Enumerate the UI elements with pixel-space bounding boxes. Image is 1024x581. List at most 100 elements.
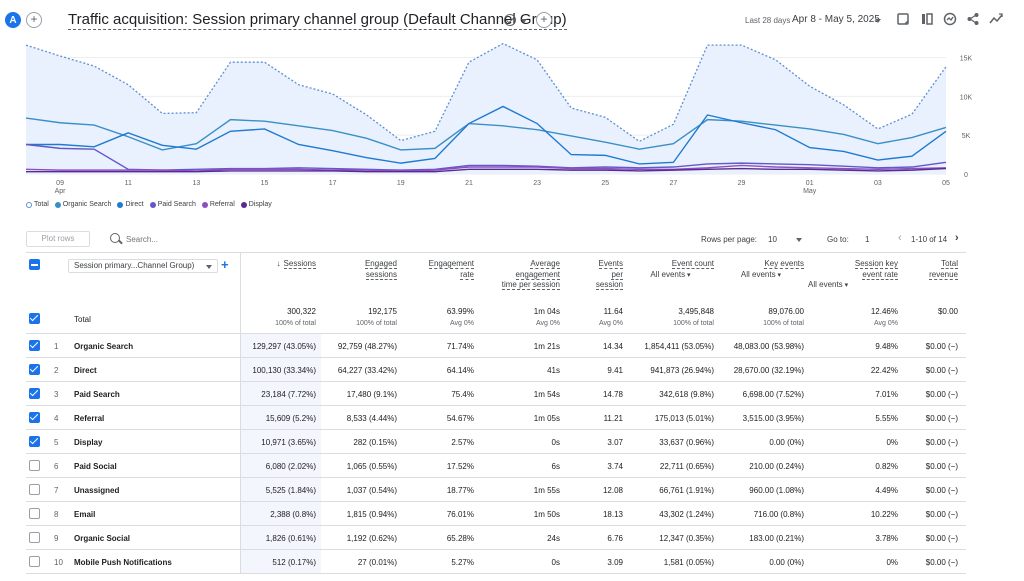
table-cell: 0.00 (0%): [769, 438, 804, 447]
total-value: 63.99%: [446, 307, 474, 316]
row-checkbox[interactable]: [29, 412, 40, 423]
table-row[interactable]: 7 Unassigned 5,525 (1.84%) 1,037 (0.54%) 18.…: [26, 478, 966, 502]
legend-item[interactable]: Display: [240, 201, 272, 208]
channel-name[interactable]: Email: [74, 510, 96, 519]
table-cell: 76.01%: [446, 510, 474, 519]
search-input[interactable]: [126, 232, 246, 246]
avatar[interactable]: A: [5, 12, 21, 28]
table-row[interactable]: 2 Direct 100,130 (33.34%) 64,227 (33.42%) 64…: [26, 358, 966, 382]
page-title[interactable]: Traffic acquisition: Session primary cha…: [68, 11, 567, 30]
rows-per-page-select[interactable]: 10: [768, 235, 777, 244]
check-circle-icon[interactable]: [504, 14, 516, 26]
table-row[interactable]: 5 Display 10,971 (3.65%) 282 (0.15%) 2.57% 0s…: [26, 430, 966, 454]
row-checkbox[interactable]: [29, 436, 40, 447]
add-icon[interactable]: +: [26, 12, 42, 28]
compare-columns-icon[interactable]: [920, 12, 934, 26]
add-dimension-icon[interactable]: +: [221, 257, 229, 272]
column-header[interactable]: Engagement rate: [401, 259, 474, 280]
legend-item[interactable]: Total: [26, 201, 49, 208]
column-header-label: per: [611, 269, 623, 280]
chevron-down-icon[interactable]: [521, 19, 527, 23]
table-row[interactable]: 1 Organic Search 129,297 (43.05%) 92,759 (4…: [26, 334, 966, 358]
channel-name[interactable]: Unassigned: [74, 486, 120, 495]
column-header[interactable]: Event count All events ▾: [627, 259, 714, 281]
add-comparison-icon[interactable]: +: [536, 12, 552, 28]
table-cell: 0s: [551, 438, 560, 447]
table-row[interactable]: 3 Paid Search 23,184 (7.72%) 17,480 (9.1%) 7…: [26, 382, 966, 406]
row-checkbox[interactable]: [29, 460, 40, 471]
legend-dot-icon: [26, 201, 32, 208]
channel-name[interactable]: Paid Search: [74, 390, 120, 399]
legend-item[interactable]: Paid Search: [149, 201, 196, 208]
share-icon[interactable]: [966, 12, 980, 26]
select-all-checkbox[interactable]: [29, 259, 40, 270]
date-range-picker[interactable]: Apr 8 - May 5, 2025: [792, 14, 880, 25]
channel-name[interactable]: Organic Social: [74, 534, 131, 543]
channel-name[interactable]: Direct: [74, 366, 97, 375]
row-checkbox[interactable]: [29, 532, 40, 543]
prev-page-icon[interactable]: ‹: [898, 232, 902, 244]
metric-filter-dropdown[interactable]: All events: [650, 269, 686, 279]
column-header[interactable]: ↓ Sessions: [241, 259, 316, 270]
chevron-down-icon[interactable]: ▾: [775, 271, 782, 279]
column-header[interactable]: Total revenue: [902, 259, 958, 280]
y-tick-label: 10K: [960, 94, 973, 101]
sorted-column-shade: [240, 550, 321, 573]
row-number: 1: [54, 342, 59, 351]
legend-item[interactable]: Referral: [201, 201, 235, 208]
total-value: 11.64: [603, 307, 623, 316]
insights-icon[interactable]: [943, 12, 957, 26]
channel-name[interactable]: Display: [74, 438, 103, 447]
channel-name[interactable]: Paid Social: [74, 462, 117, 471]
column-header-label: Sessions: [283, 259, 316, 269]
row-checkbox[interactable]: [29, 508, 40, 519]
table-row[interactable]: 6 Paid Social 6,080 (2.02%) 1,065 (0.55%) 17…: [26, 454, 966, 478]
column-header[interactable]: Session key event rate All events ▾: [808, 259, 898, 292]
table-row[interactable]: 9 Organic Social 1,826 (0.61%) 1,192 (0.62%…: [26, 526, 966, 550]
table-row[interactable]: 4 Referral 15,609 (5.2%) 8,533 (4.44%) 54.67…: [26, 406, 966, 430]
table-cell: 960.00 (1.08%): [749, 486, 804, 495]
total-subtext: 100% of total: [763, 320, 804, 327]
table-cell: 129,297 (43.05%): [252, 342, 316, 351]
rows-per-page-chevron-icon[interactable]: [796, 238, 802, 242]
trend-icon[interactable]: [989, 12, 1003, 26]
row-checkbox[interactable]: [29, 340, 40, 351]
next-page-icon[interactable]: ›: [955, 232, 959, 244]
metric-filter-dropdown[interactable]: All events: [740, 269, 776, 279]
chevron-down-icon[interactable]: ▾: [685, 271, 691, 279]
chevron-down-icon[interactable]: ▾: [842, 282, 849, 289]
metric-filter-dropdown[interactable]: All events: [808, 280, 843, 289]
dimension-select[interactable]: Session primary...Channel Group): [68, 259, 218, 273]
report-icon[interactable]: [896, 12, 910, 26]
table-row[interactable]: 10 Mobile Push Notifications 512 (0.17%) 27…: [26, 550, 966, 574]
goto-input[interactable]: 1: [865, 235, 870, 244]
column-header[interactable]: Key events All events ▾: [718, 259, 804, 281]
table-cell: 12,347 (0.35%): [659, 534, 714, 543]
channel-name[interactable]: Organic Search: [74, 342, 134, 351]
total-checkbox[interactable]: [29, 313, 40, 324]
row-number: 5: [54, 438, 59, 447]
row-checkbox[interactable]: [29, 556, 40, 567]
row-checkbox[interactable]: [29, 364, 40, 375]
legend-item[interactable]: Organic Search: [54, 201, 111, 208]
column-header[interactable]: Engaged sessions: [321, 259, 397, 280]
table-cell: 1,854,411 (53.05%): [644, 342, 714, 351]
dimension-chevron-icon[interactable]: [206, 265, 212, 269]
y-tick-label: 15K: [960, 56, 973, 63]
legend-item[interactable]: Direct: [117, 201, 144, 208]
channel-name[interactable]: Mobile Push Notifications: [74, 558, 172, 567]
plot-rows-button[interactable]: Plot rows: [26, 231, 90, 247]
table-cell: 64,227 (33.42%): [337, 366, 397, 375]
row-checkbox[interactable]: [29, 388, 40, 399]
sort-arrow-icon[interactable]: ↓: [276, 259, 281, 268]
row-checkbox[interactable]: [29, 484, 40, 495]
column-header[interactable]: Events per session: [564, 259, 623, 291]
date-chevron-down-icon[interactable]: [875, 19, 881, 23]
table-row[interactable]: 8 Email 2,388 (0.8%) 1,815 (0.94%) 76.01% 1m …: [26, 502, 966, 526]
column-header-label: Key events: [764, 259, 804, 269]
row-number: 8: [54, 510, 59, 519]
column-header-label: session: [595, 280, 623, 290]
column-header[interactable]: Average engagement time per session: [479, 259, 560, 291]
table-cell: 6s: [551, 462, 560, 471]
channel-name[interactable]: Referral: [74, 414, 105, 423]
